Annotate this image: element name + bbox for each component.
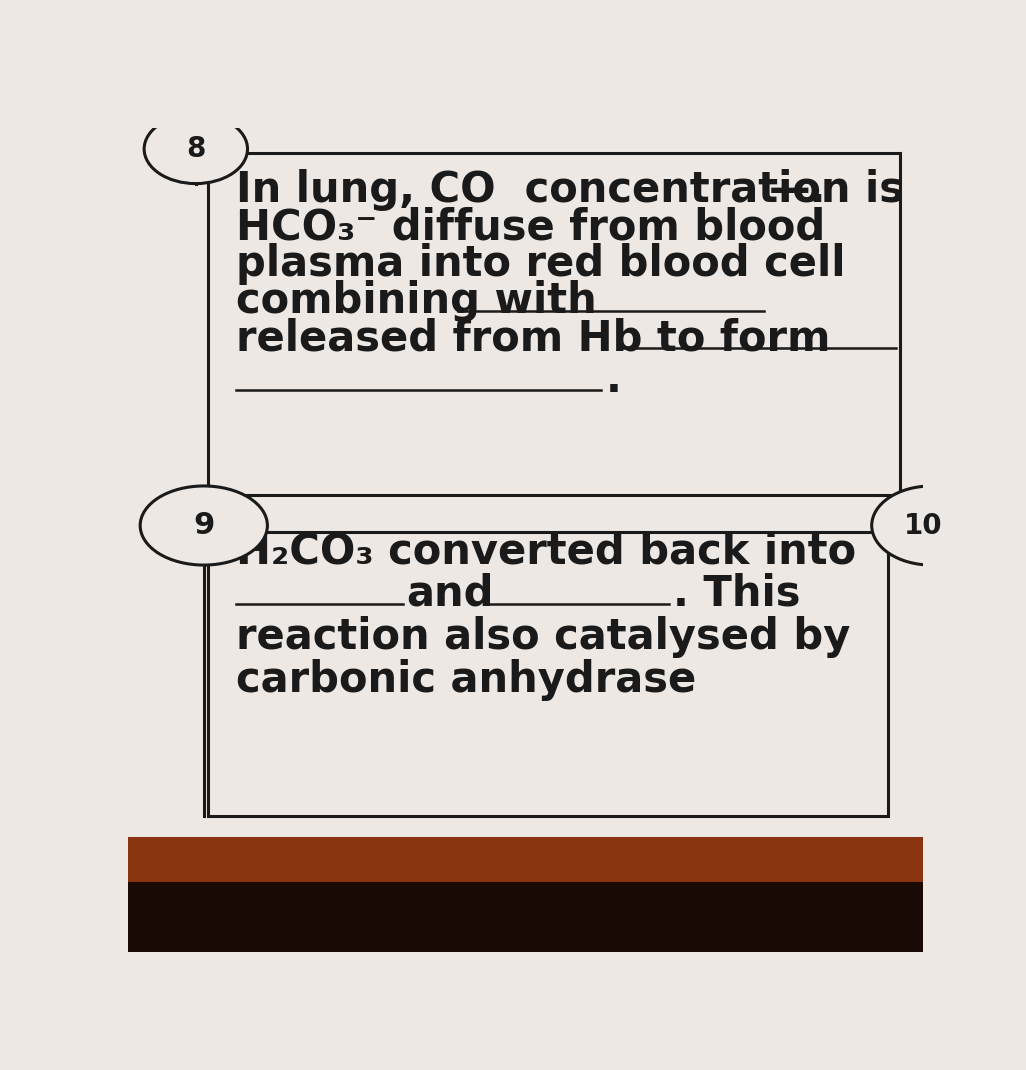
Text: In lung, CO  concentration is: In lung, CO concentration is [236, 169, 904, 211]
Ellipse shape [141, 486, 268, 565]
Text: . This: . This [673, 572, 800, 615]
FancyBboxPatch shape [207, 532, 887, 816]
Text: released from Hb to form: released from Hb to form [236, 318, 830, 360]
Ellipse shape [144, 114, 247, 184]
Ellipse shape [872, 486, 991, 565]
Text: carbonic anhydrase: carbonic anhydrase [236, 659, 696, 702]
Text: .: . [605, 358, 621, 400]
Text: and: and [406, 572, 495, 615]
Bar [128, 837, 923, 883]
Text: H₂CO₃ converted back into: H₂CO₃ converted back into [236, 530, 856, 572]
Text: combining with: combining with [236, 280, 596, 322]
Text: —.: —. [768, 169, 826, 211]
Text: reaction also catalysed by: reaction also catalysed by [236, 615, 850, 658]
Text: 10: 10 [904, 511, 943, 539]
Text: plasma into red blood cell: plasma into red blood cell [236, 243, 845, 286]
Text: 9: 9 [193, 511, 214, 540]
Bar [128, 883, 923, 952]
Text: 8: 8 [186, 135, 205, 163]
Text: HCO₃⁻ diffuse from blood: HCO₃⁻ diffuse from blood [236, 207, 825, 248]
FancyBboxPatch shape [207, 153, 900, 495]
